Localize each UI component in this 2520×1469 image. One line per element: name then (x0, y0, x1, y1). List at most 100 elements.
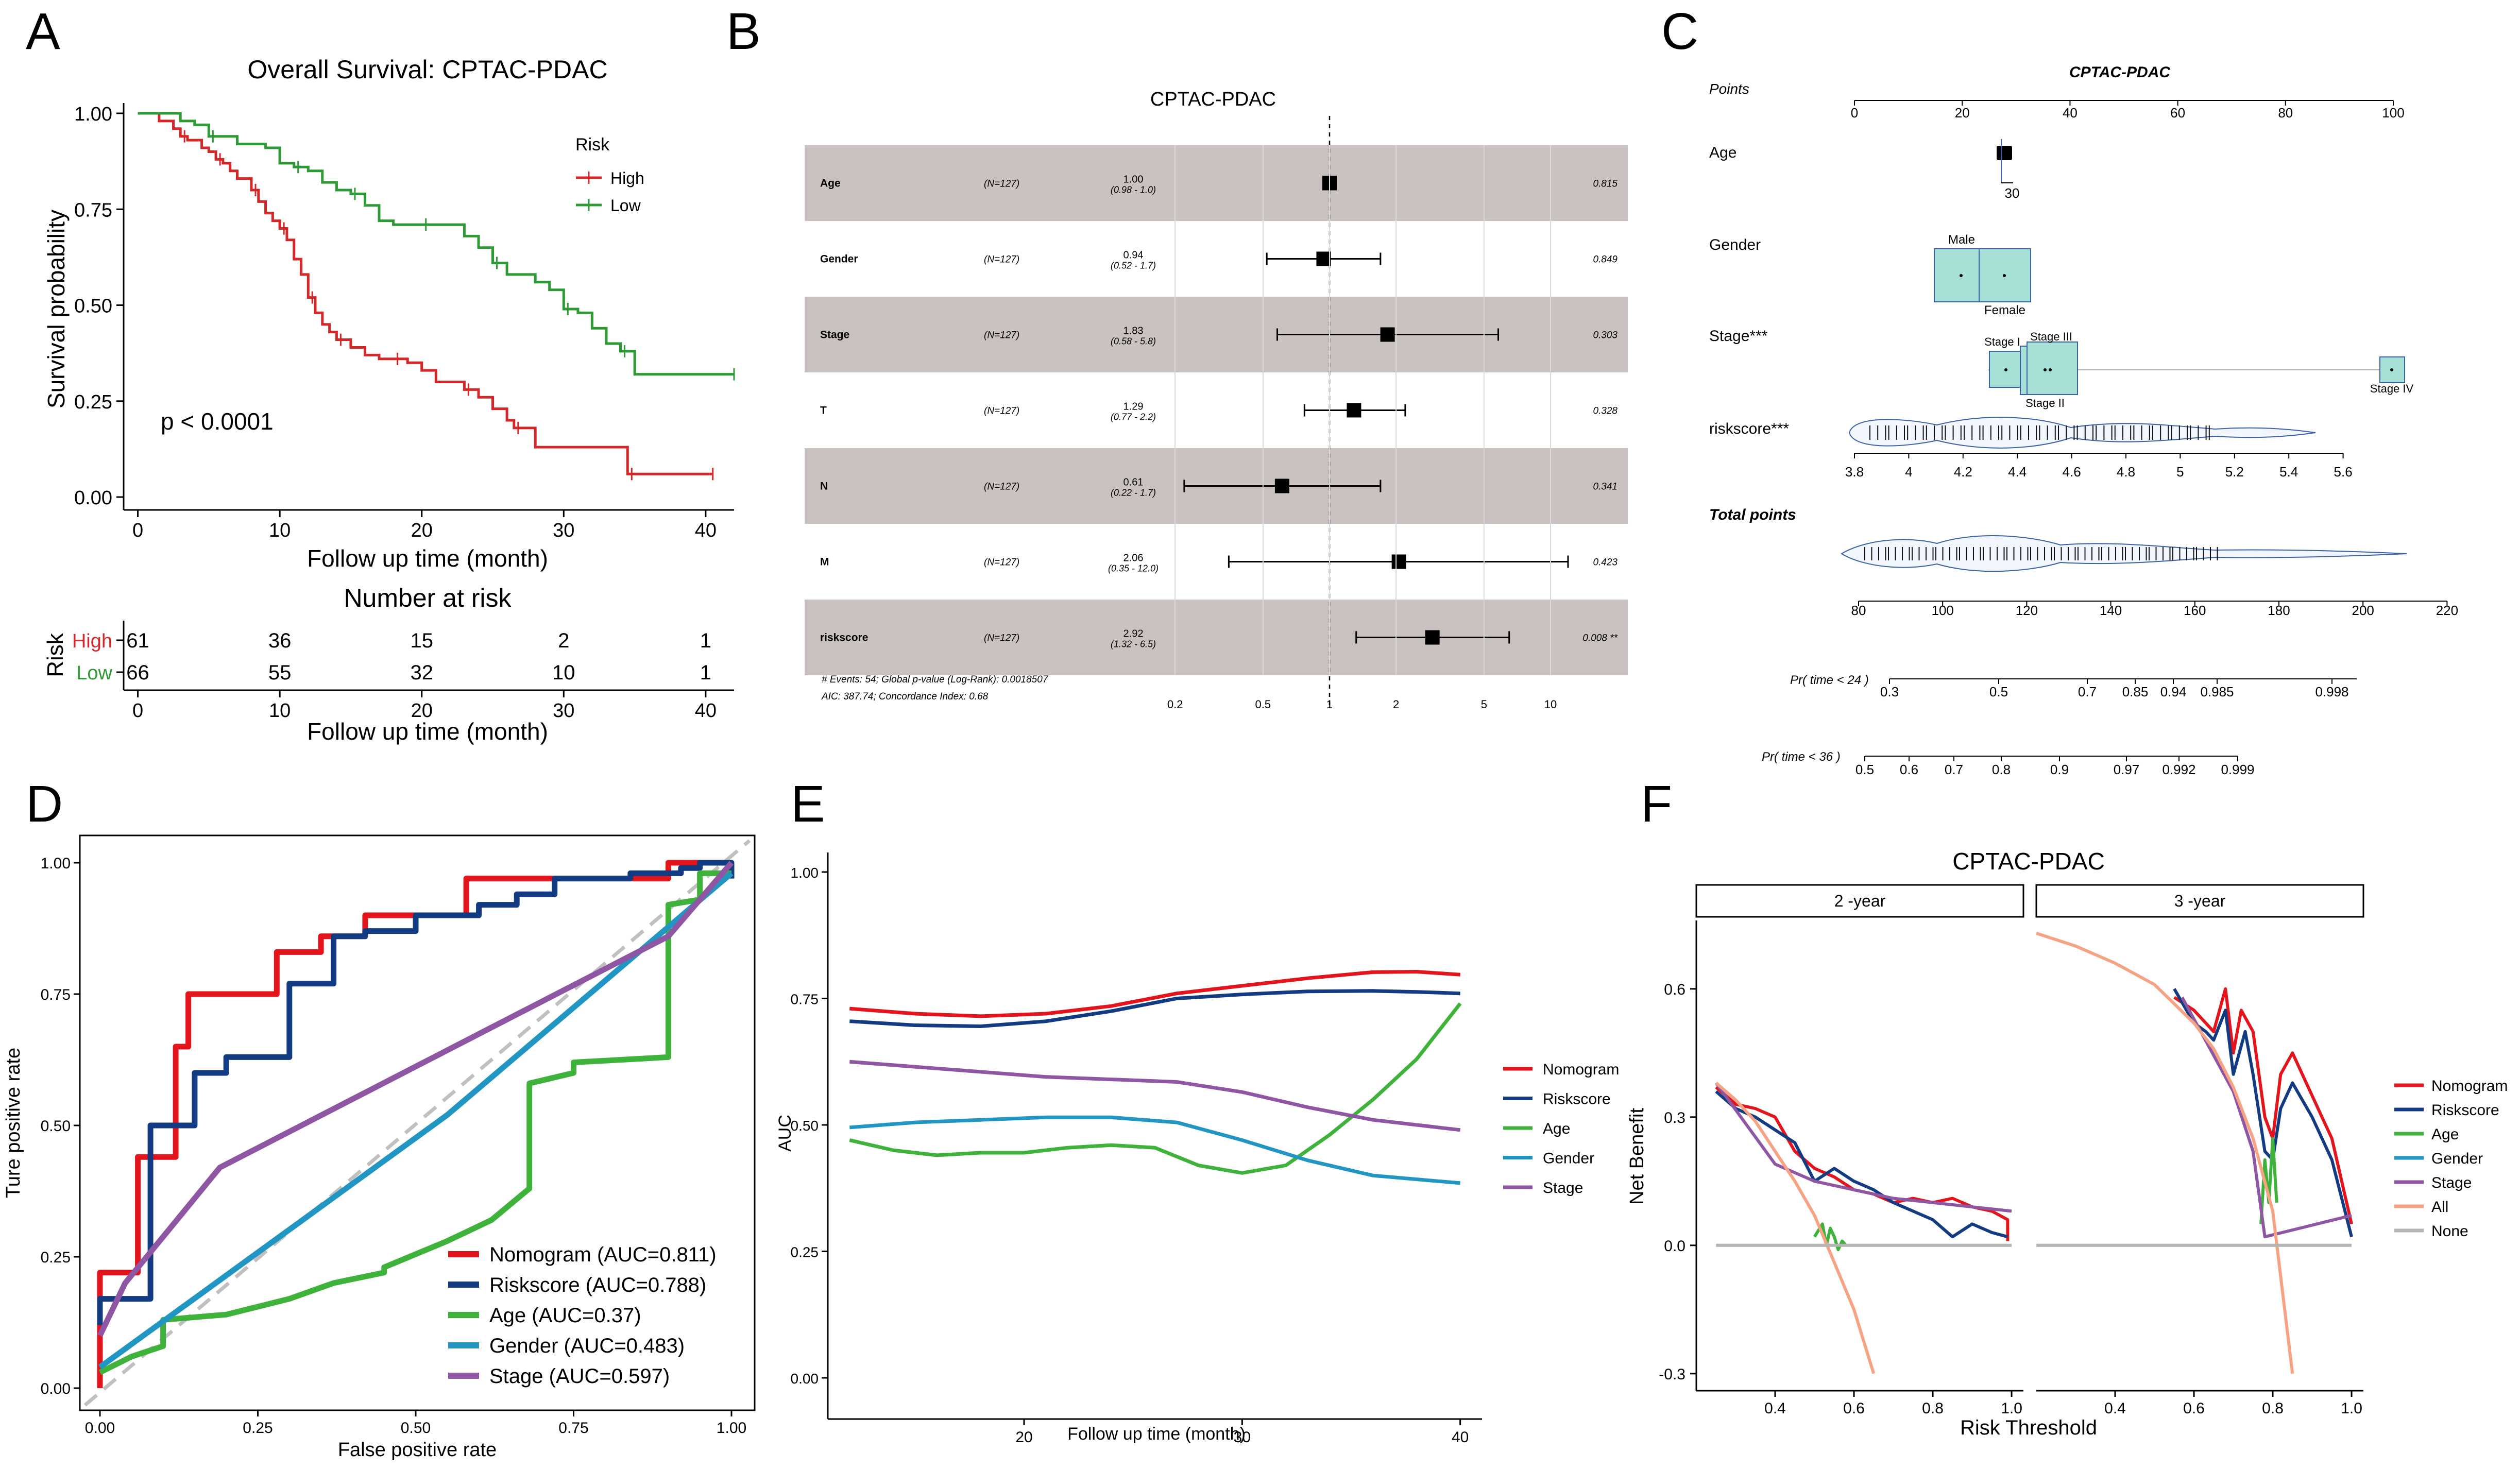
forest-footnote: # Events: 54; Global p-value (Log-Rank):… (822, 674, 1049, 685)
y-axis-label: Ture positive rate (3, 1048, 24, 1198)
forest-hr: 1.00 (1123, 174, 1144, 185)
nomogram-row-label: Pr( time < 24 ) (1790, 673, 1869, 687)
nomogram-title: CPTAC-PDAC (2069, 64, 2171, 81)
nomogram-row-label: Pr( time < 36 ) (1762, 750, 1841, 764)
risk-count: 10 (552, 661, 575, 684)
riskscore-distribution (1848, 417, 2316, 449)
y-tick-label: 0.25 (41, 1249, 71, 1266)
auc-legend-item: Stage (1543, 1180, 1583, 1197)
x-axis-label: False positive rate (338, 1439, 497, 1461)
forest-pvalue: 0.341 (1593, 482, 1617, 492)
forest-x-tick-label: 2 (1393, 698, 1399, 711)
x-tick-label: 10 (269, 520, 291, 541)
dca-curve-stage (1714, 1082, 2012, 1213)
roc-legend-item: Gender (AUC=0.483) (489, 1335, 685, 1357)
forest-ci: (0.58 - 5.8) (1111, 336, 1156, 347)
stage-level-label: Stage I (1984, 335, 2020, 348)
pr36-tick-label: 0.7 (1945, 762, 1963, 777)
forest-title: CPTAC-PDAC (1150, 89, 1276, 110)
total-points-tick-label: 180 (2268, 603, 2290, 618)
riskscore-tick-label: 3.8 (1845, 464, 1864, 480)
total-points-tick-label: 140 (2100, 603, 2122, 618)
dca-curve-riskscore (2173, 988, 2353, 1237)
points-tick-label: 0 (1851, 105, 1858, 121)
x-tick-label: 20 (1015, 1429, 1032, 1446)
risk-x-tick-label: 30 (553, 700, 574, 722)
risk-count: 1 (700, 661, 711, 684)
forest-n: (N=127) (984, 557, 1019, 568)
pr36-tick-label: 0.97 (2114, 762, 2140, 777)
nomogram-row-label: riskscore*** (1709, 420, 1789, 437)
total-points-tick-label: 200 (2352, 603, 2374, 618)
panel-label-f: F (1641, 775, 1672, 833)
roc-panel: 0.00 0.25 0.50 0.75 1.00 0.00 0.25 0.50 0.75 1.00… (3, 834, 756, 1461)
y-tick-label: 0.0 (1664, 1238, 1685, 1255)
x-tick-label: 0.6 (1843, 1400, 1865, 1417)
risk-x-axis-label: Follow up time (month) (307, 718, 548, 745)
forest-pvalue: 0.008 ** (1582, 633, 1617, 644)
x-tick-label: 0.50 (401, 1420, 431, 1437)
dca-curve-stage (2181, 996, 2352, 1239)
chart-title: Overall Survival: CPTAC-PDAC (247, 55, 607, 84)
forest-n: (N=127) (984, 330, 1019, 341)
stage-box-iii (2027, 341, 2078, 395)
x-tick-label: 0.8 (2262, 1400, 2284, 1417)
km-curve-high (138, 112, 713, 475)
x-tick-label: 0.4 (2104, 1400, 2126, 1417)
x-tick-label: 1.00 (717, 1420, 746, 1437)
forest-ci: (1.32 - 6.5) (1111, 639, 1156, 650)
riskscore-tick-label: 4 (1905, 464, 1912, 480)
forest-n: (N=127) (984, 633, 1019, 644)
forest-estimate-square (1347, 403, 1361, 418)
pr36-tick-label: 0.5 (1855, 762, 1874, 777)
auc-curve-nomogram (849, 970, 1460, 1018)
age-distribution (1997, 146, 2012, 160)
forest-variable: Stage (820, 329, 849, 341)
x-tick-label: 30 (553, 520, 574, 541)
nomogram-row-label: Stage*** (1709, 328, 1768, 345)
stage-point (2044, 368, 2047, 371)
forest-ci: (0.98 - 1.0) (1111, 185, 1156, 195)
panel-label-c: C (1661, 3, 1698, 60)
riskscore-tick-label: 5.6 (2334, 464, 2353, 480)
nomogram-row-label: Total points (1709, 506, 1796, 523)
y-tick-label: 1.00 (41, 855, 71, 872)
risk-group-label: High (72, 630, 112, 652)
points-tick-label: 20 (1955, 105, 1970, 121)
forest-panel: CPTAC-PDAC Age (N=127) 1.00(0.98 - 1.0) 0.81… (805, 89, 1628, 711)
forest-pvalue: 0.849 (1593, 254, 1617, 265)
x-tick-label: 20 (411, 520, 433, 541)
km-curve-low (138, 112, 734, 376)
gender-level-label: Male (1948, 233, 1975, 247)
survival-panel: Overall Survival: CPTAC-PDAC 0.00 0.25 0.50… (43, 55, 735, 745)
forest-row-band (805, 145, 1628, 221)
points-tick-label: 80 (2278, 105, 2293, 121)
pr24-tick-label: 0.85 (2122, 684, 2149, 699)
forest-x-tick-label: 10 (1544, 698, 1557, 711)
x-tick-label: 0.4 (1764, 1400, 1786, 1417)
y-tick-label: 0.00 (791, 1371, 819, 1387)
y-tick-label: 0.00 (41, 1380, 71, 1397)
y-tick-label: 1.00 (74, 104, 112, 125)
x-tick-label: 40 (1452, 1429, 1469, 1446)
forest-x-tick-label: 5 (1481, 698, 1487, 711)
roc-plot-frame (79, 834, 756, 1411)
risk-group-label: Low (76, 662, 112, 684)
pr24-tick-label: 0.998 (2315, 684, 2348, 699)
time-auc-panel: 20 30 40 0.00 0.25 0.50 0.75 1.00 Follow up time… (775, 852, 1619, 1446)
y-tick-label: 0.50 (41, 1118, 71, 1135)
gender-point (2003, 274, 2006, 277)
x-tick-label: 0.25 (243, 1420, 273, 1437)
stage-level-label: Stage IV (2370, 382, 2414, 395)
dca-curve-all (2036, 932, 2294, 1374)
total-points-tick-label: 80 (1851, 603, 1866, 618)
forest-x-tick-label: 0.2 (1167, 698, 1183, 711)
forest-row-band (805, 297, 1628, 372)
total-points-tick-label: 100 (1932, 603, 1954, 618)
forest-variable: riskscore (820, 632, 868, 644)
y-axis-label: AUC (775, 1115, 795, 1152)
forest-hr: 1.29 (1123, 401, 1144, 413)
age-tick-label: 30 (2005, 185, 2020, 201)
forest-estimate-square (1391, 554, 1406, 569)
